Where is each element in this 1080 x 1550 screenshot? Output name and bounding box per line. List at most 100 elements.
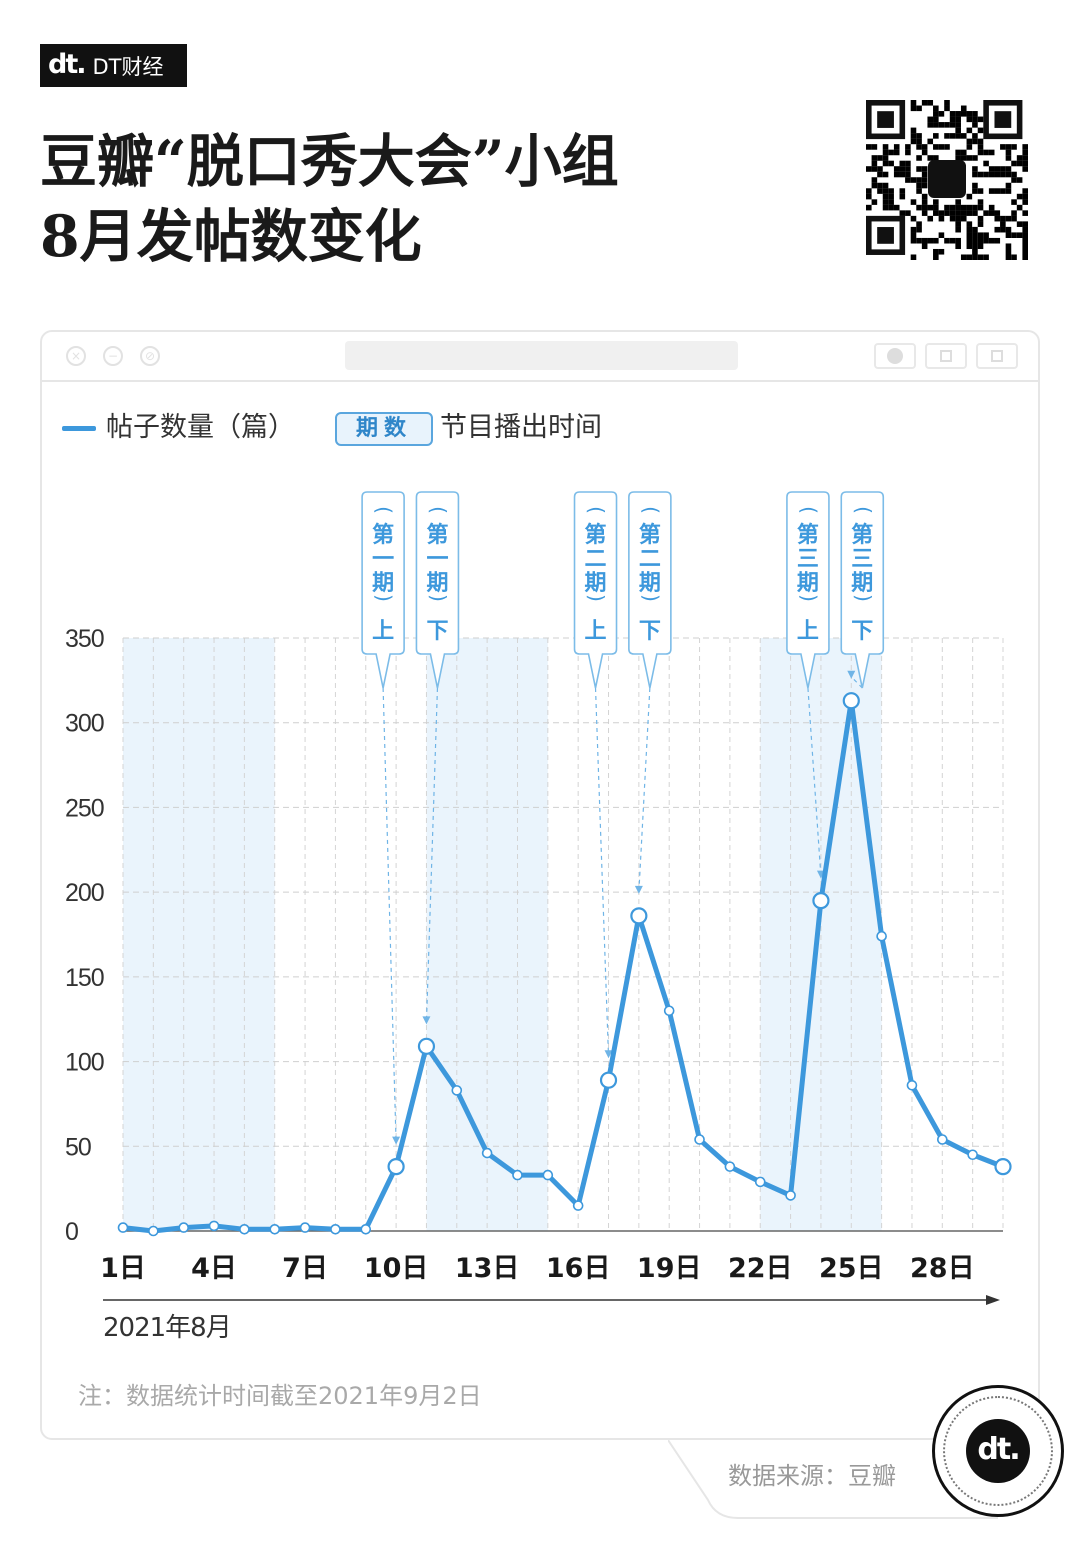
page-title: 豆瓣“脱口秀大会”小组 8月发帖数变化 — [40, 124, 619, 274]
y-tick-label: 0 — [65, 1218, 78, 1246]
qr-module — [1022, 144, 1028, 150]
qr-module — [1005, 144, 1012, 150]
annotation-leader — [850, 676, 863, 689]
qr-module — [944, 105, 950, 112]
qr-module — [983, 160, 989, 167]
qr-module — [960, 149, 967, 156]
qr-module — [983, 171, 989, 178]
qr-code-image — [866, 100, 1028, 260]
qr-module — [994, 215, 1001, 222]
qr-module — [1022, 188, 1028, 194]
qr-module — [955, 237, 961, 244]
qr-module — [893, 171, 900, 178]
qr-module — [882, 193, 889, 200]
qr-module — [988, 149, 995, 156]
qr-module — [949, 237, 956, 244]
qr-module — [977, 254, 984, 260]
annotation-char: 上 — [797, 619, 819, 644]
badge-logo: dt. — [966, 1419, 1030, 1483]
qr-module — [882, 160, 889, 167]
qr-module — [882, 204, 889, 211]
qr-module — [888, 193, 894, 200]
qr-module — [972, 138, 978, 145]
qr-module — [910, 177, 917, 183]
qr-module — [1022, 166, 1028, 172]
qr-module — [977, 144, 984, 150]
qr-module — [1011, 215, 1017, 222]
qr-module — [955, 155, 961, 161]
qr-module — [916, 138, 922, 145]
qr-module — [972, 232, 978, 238]
qr-module — [977, 221, 984, 227]
qr-module — [1000, 171, 1006, 178]
qr-module — [1022, 160, 1028, 167]
x-tick-label: 10日 — [364, 1253, 429, 1284]
qr-module — [955, 226, 961, 233]
no-entry-icon: ⊘ — [140, 346, 160, 366]
x-tick-label: 28日 — [910, 1253, 975, 1284]
window-button — [976, 343, 1018, 369]
qr-module — [960, 155, 967, 161]
annotation-char: ( — [585, 506, 609, 514]
qr-module — [921, 204, 928, 211]
qr-module — [910, 199, 917, 205]
title-line-2: 8月发帖数变化 — [40, 203, 422, 270]
qr-module — [916, 204, 922, 211]
legend-badge-description: 节目播出时间 — [440, 412, 602, 443]
brand-logo: dt. DT财经 — [40, 44, 187, 87]
qr-module — [866, 188, 872, 194]
qr-module — [882, 149, 889, 156]
qr-module — [944, 100, 950, 106]
qr-module — [899, 188, 906, 194]
qr-module — [916, 237, 922, 244]
qr-module — [949, 111, 956, 117]
qr-module — [1011, 160, 1017, 167]
y-tick-label: 50 — [65, 1133, 91, 1161]
qr-module — [905, 144, 911, 150]
qr-module — [1022, 199, 1028, 205]
qr-module — [972, 226, 978, 233]
qr-module — [1022, 221, 1028, 227]
qr-module — [966, 226, 973, 233]
qr-module — [1005, 232, 1012, 238]
annotation-arrowhead — [847, 670, 856, 679]
qr-module — [910, 100, 917, 106]
qr-module — [1011, 177, 1017, 183]
qr-module — [938, 215, 945, 222]
data-point — [937, 1134, 948, 1145]
qr-module — [955, 215, 961, 222]
qr-module — [927, 116, 934, 123]
qr-module — [866, 204, 872, 211]
annotation-char: ( — [372, 506, 396, 514]
qr-module — [921, 243, 928, 250]
annotation-leader — [594, 687, 610, 1057]
legend-line-swatch — [62, 426, 96, 431]
qr-module — [966, 210, 973, 216]
x-tick-label: 4日 — [191, 1253, 237, 1284]
qr-finder — [877, 111, 894, 128]
qr-module — [1022, 232, 1028, 238]
qr-module — [977, 204, 984, 211]
shaded-band-2 — [760, 638, 882, 1231]
annotation-arrowhead — [604, 1050, 613, 1059]
qr-module — [1022, 149, 1028, 156]
address-bar — [345, 341, 738, 370]
qr-module — [882, 155, 889, 161]
annotation-leader — [382, 687, 397, 1143]
qr-module — [966, 221, 973, 227]
qr-module — [977, 149, 984, 156]
qr-module — [955, 127, 961, 134]
qr-module — [955, 116, 961, 123]
qr-module — [1022, 243, 1028, 250]
qr-module — [1000, 221, 1006, 227]
qr-module — [972, 210, 978, 216]
qr-module — [905, 166, 911, 172]
qr-module — [871, 155, 878, 161]
qr-module — [882, 144, 889, 150]
record-icon — [887, 348, 903, 364]
qr-module — [983, 254, 989, 260]
y-tick-label: 200 — [65, 879, 104, 907]
annotation-callout — [573, 491, 618, 689]
annotation-char: 期 — [797, 571, 819, 596]
qr-module — [927, 215, 934, 222]
